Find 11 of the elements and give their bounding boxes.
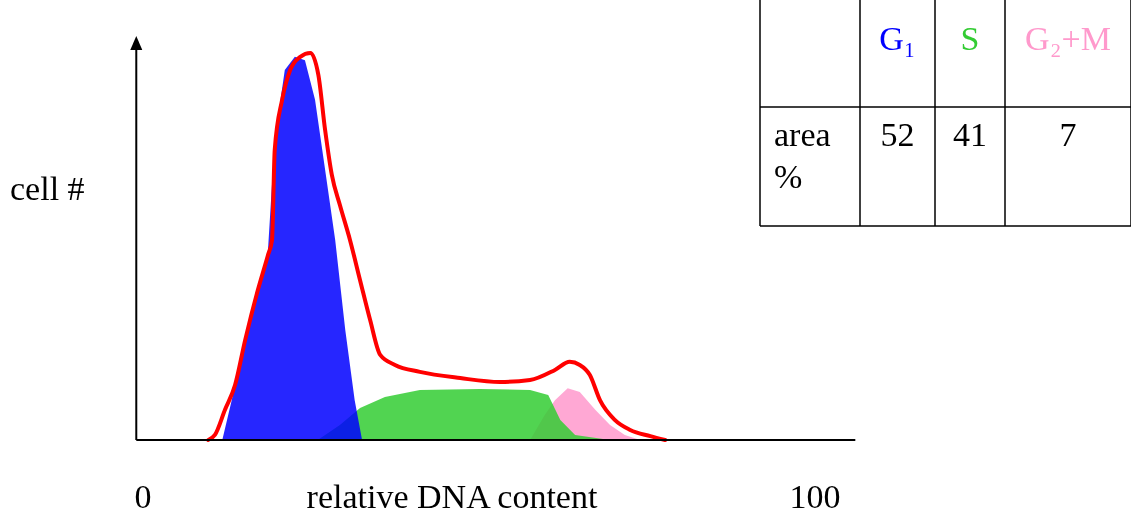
annotation: area % xyxy=(774,116,831,195)
text: S xyxy=(960,20,980,57)
text: G₁ xyxy=(879,20,916,57)
text: G₂+M xyxy=(1025,20,1111,57)
x-tick-label: 100 xyxy=(789,478,841,515)
x-tick-label: 0 xyxy=(134,478,152,515)
text: 52 xyxy=(880,116,915,153)
text: 41 xyxy=(953,116,987,153)
x-axis-title: relative DNA content xyxy=(306,478,598,515)
y-axis-title: cell # xyxy=(10,170,85,207)
text: 7 xyxy=(1059,116,1077,153)
